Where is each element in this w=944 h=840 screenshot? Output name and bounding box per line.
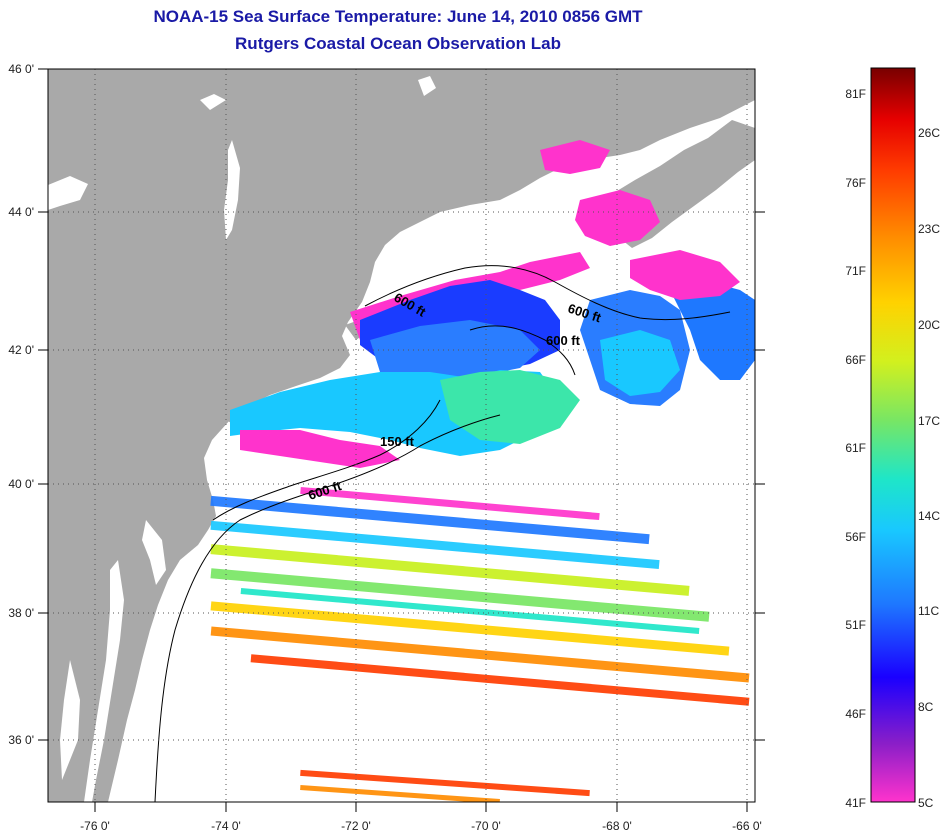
colorbar-label-f: 51F	[845, 618, 866, 632]
colorbar-label-c: 8C	[918, 700, 934, 714]
sst-data-layer	[210, 140, 755, 802]
colorbar-label-c: 20C	[918, 318, 940, 332]
map-subtitle: Rutgers Coastal Ocean Observation Lab	[235, 34, 561, 53]
colorbar-label-f: 66F	[845, 353, 866, 367]
lon-tick-label: -72 0'	[341, 819, 371, 833]
colorbar-label-f: 61F	[845, 441, 866, 455]
lat-tick-label: 44 0'	[8, 205, 34, 219]
lat-tick-label: 40 0'	[8, 477, 34, 491]
colorbar-label-f: 81F	[845, 87, 866, 101]
colorbar-label-c: 11C	[918, 604, 939, 618]
colorbar-label-c: 14C	[918, 509, 940, 523]
colorbar	[870, 67, 916, 803]
colorbar-label-f: 41F	[845, 796, 866, 810]
lon-tick-label: -70 0'	[471, 819, 501, 833]
colorbar-label-c: 5C	[918, 796, 934, 810]
map-frame	[47, 68, 756, 803]
lat-tick-label: 38 0'	[8, 606, 34, 620]
contour-label: 600 ft	[546, 333, 581, 348]
colorbar-label-c: 23C	[918, 222, 940, 236]
colorbar-label-f: 56F	[845, 530, 866, 544]
map-title: NOAA-15 Sea Surface Temperature: June 14…	[153, 7, 643, 26]
lon-tick-label: -76 0'	[80, 819, 110, 833]
lat-tick-label: 42 0'	[8, 343, 34, 357]
lon-tick-label: -66 0'	[732, 819, 762, 833]
colorbar-label-f: 76F	[845, 176, 866, 190]
colorbar-label-c: 26C	[918, 126, 940, 140]
land-mainland	[48, 69, 755, 802]
lat-tick-label: 36 0'	[8, 733, 34, 747]
contour-label: 150 ft	[380, 434, 415, 449]
colorbar-label-f: 71F	[845, 264, 866, 278]
lon-tick-label: -74 0'	[211, 819, 241, 833]
colorbar-label-f: 46F	[845, 707, 866, 721]
colorbar-label-c: 17C	[918, 414, 940, 428]
lat-tick-label: 46 0'	[8, 62, 34, 76]
lon-tick-label: -68 0'	[602, 819, 632, 833]
